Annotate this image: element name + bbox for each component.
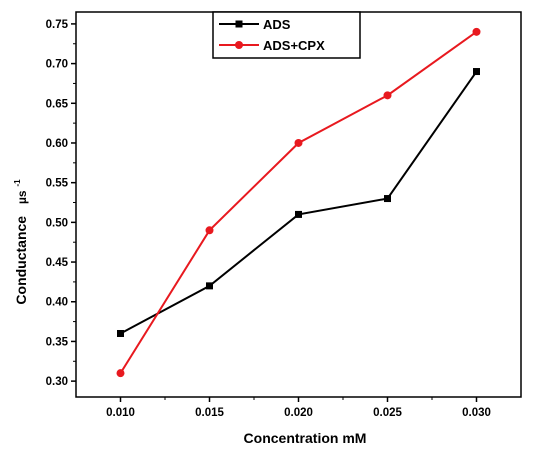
data-point-ads-cpx	[205, 226, 214, 235]
y-tick-label: 0.70	[46, 59, 68, 71]
plot-area	[116, 27, 481, 378]
y-tick-label: 0.60	[46, 138, 68, 150]
data-point-ads	[473, 68, 480, 76]
data-point-ads-cpx	[383, 91, 392, 100]
y-axis-title-unit: µs	[15, 190, 29, 204]
data-point-ads-cpx	[472, 27, 481, 36]
data-point-ads	[206, 282, 213, 290]
data-point-ads-cpx	[116, 369, 125, 378]
x-tick-label: 0.015	[195, 407, 224, 419]
x-tick-label: 0.020	[284, 407, 313, 419]
y-tick-label: 0.55	[46, 178, 69, 190]
legend-marker-ads-cpx	[235, 41, 243, 49]
legend-box	[212, 11, 361, 59]
data-point-ads-cpx	[294, 138, 303, 147]
data-point-ads	[295, 210, 302, 218]
data-point-ads	[384, 195, 391, 203]
y-axis-title: Conductance µs -1	[13, 179, 29, 305]
legend: ADS ADS+CPX	[212, 11, 361, 59]
data-point-ads	[117, 329, 124, 337]
x-tick-label: 0.010	[106, 407, 135, 419]
x-axis-title: Concentration mM	[244, 430, 367, 446]
legend-marker-ads	[235, 20, 243, 28]
y-tick-label: 0.45	[46, 257, 69, 269]
legend-label-ads-cpx: ADS+CPX	[263, 38, 325, 53]
legend-label-ads: ADS	[263, 17, 291, 32]
y-tick-label: 0.50	[46, 217, 68, 229]
y-tick-label: 0.65	[46, 98, 69, 110]
x-tick-label: 0.030	[462, 407, 491, 419]
y-axis-title-unit-exponent: -1	[13, 179, 22, 187]
series-line-ads	[120, 70, 478, 335]
axes: 0.010 0.015 0.020 0.025 0.030 0.30 0.35 0.40 0.4…	[46, 11, 522, 419]
y-axis-title-text: Conductance	[13, 216, 29, 305]
y-tick-label: 0.30	[46, 376, 68, 388]
y-tick-label: 0.40	[46, 297, 68, 309]
y-tick-label: 0.35	[46, 336, 69, 348]
series-line-ads-cpx	[119, 31, 478, 374]
x-tick-label: 0.025	[373, 407, 402, 419]
y-tick-label: 0.75	[46, 19, 69, 31]
